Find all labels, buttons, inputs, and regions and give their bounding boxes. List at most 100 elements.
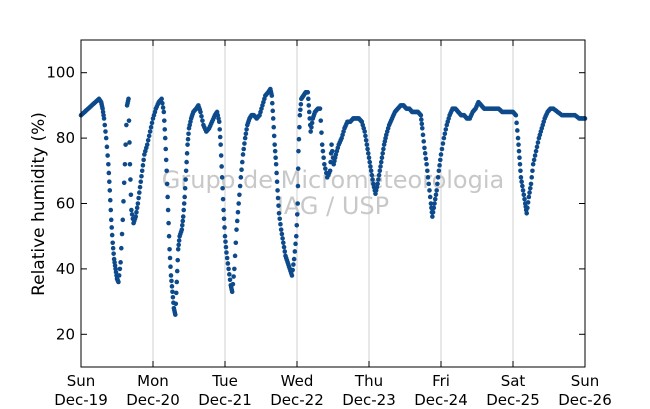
data-point-interp: [425, 175, 431, 180]
data-point: [281, 240, 286, 246]
data-point-interp: [199, 114, 204, 119]
data-point-interp: [437, 157, 443, 163]
data-point: [426, 181, 432, 187]
data-point-interp: [323, 166, 328, 171]
data-point: [242, 135, 248, 141]
data-point-interp: [376, 177, 381, 182]
data-point: [236, 201, 241, 206]
data-point-interp: [117, 266, 123, 272]
data-point-interp: [242, 141, 247, 146]
data-point-interp: [103, 129, 108, 134]
data-point: [430, 214, 435, 219]
data-point: [269, 93, 275, 98]
data-point: [293, 233, 299, 239]
data-point-interp: [421, 139, 427, 144]
data-point: [438, 152, 444, 157]
data-point: [173, 312, 178, 317]
data-point-interp: [298, 107, 303, 113]
x-tick-label-date: Dec-24: [414, 391, 468, 409]
data-point-interp: [230, 281, 236, 287]
data-point-interp: [232, 253, 238, 259]
data-point: [276, 211, 282, 216]
data-point-interp: [367, 159, 373, 165]
data-point-interp: [306, 103, 312, 108]
data-point: [137, 184, 143, 190]
data-point: [179, 227, 185, 232]
data-point-interp: [224, 255, 230, 261]
data-point-interp: [200, 118, 205, 123]
y-tick-label: 20: [56, 325, 75, 343]
data-point-interp: [305, 96, 311, 102]
data-point: [327, 168, 333, 174]
y-tick-label: 40: [56, 260, 75, 278]
data-point-interp: [237, 192, 242, 198]
data-point-interp: [282, 249, 288, 254]
data-point-interp: [220, 196, 226, 202]
data-point-interp: [221, 216, 227, 222]
data-point-interp: [116, 273, 122, 278]
data-point: [270, 116, 276, 121]
x-tick-label-date: Dec-25: [486, 391, 540, 409]
data-point-interp: [128, 192, 134, 198]
y-axis-title: Relative humidity (%): [29, 112, 49, 296]
data-point: [418, 112, 424, 118]
data-point: [127, 161, 133, 167]
data-point-interp: [518, 168, 523, 174]
data-point-interp: [271, 133, 277, 139]
data-point-interp: [369, 172, 375, 178]
data-point-interp: [173, 301, 179, 307]
data-point-interp: [529, 175, 535, 180]
data-point-interp: [174, 268, 180, 274]
data-point: [434, 188, 439, 193]
data-point: [174, 279, 180, 285]
data-point-interp: [233, 240, 239, 246]
data-point-interp: [105, 153, 110, 158]
data-point-interp: [321, 155, 326, 161]
data-point: [528, 181, 534, 187]
y-tick-label: 80: [56, 129, 75, 147]
data-point-interp: [160, 105, 166, 110]
data-point-interp: [365, 151, 371, 156]
data-point-interp: [431, 205, 437, 211]
data-point: [161, 109, 167, 115]
y-tick-label: 60: [56, 195, 75, 213]
data-point: [240, 152, 246, 157]
data-point-interp: [239, 159, 245, 165]
data-point-interp: [530, 168, 535, 174]
data-point-interp: [176, 242, 181, 248]
data-point-interp: [298, 102, 304, 107]
data-point: [147, 129, 153, 134]
data-point: [139, 168, 145, 174]
data-point-interp: [170, 294, 176, 300]
data-point-interp: [123, 142, 128, 147]
data-point-interp: [521, 192, 527, 198]
data-point-interp: [309, 120, 315, 126]
data-point: [229, 289, 235, 295]
data-point: [526, 194, 532, 200]
data-point-interp: [182, 185, 188, 191]
data-point-interp: [139, 173, 144, 179]
data-point-interp: [514, 120, 519, 126]
data-point-interp: [168, 264, 173, 270]
data-point-interp: [106, 170, 112, 176]
x-tick-label-day: Tue: [211, 372, 238, 390]
data-point-interp: [237, 183, 243, 189]
data-point-interp: [173, 290, 179, 296]
data-point: [364, 142, 370, 147]
data-point-interp: [430, 209, 436, 215]
data-point: [515, 135, 521, 141]
data-point-interp: [169, 284, 175, 289]
x-tick-label-date: Dec-21: [198, 391, 252, 409]
data-point: [377, 168, 383, 174]
data-point-interp: [294, 212, 300, 217]
data-point-interp: [381, 146, 386, 152]
data-point-interp: [534, 144, 540, 150]
x-tick-label-date: Dec-26: [558, 391, 612, 409]
x-tick-label-day: Mon: [137, 372, 169, 390]
data-point-interp: [166, 220, 171, 226]
data-point: [183, 168, 189, 174]
data-point: [182, 194, 187, 200]
data-point-interp: [368, 164, 373, 169]
data-point-interp: [185, 136, 191, 142]
data-point-interp: [318, 118, 324, 123]
